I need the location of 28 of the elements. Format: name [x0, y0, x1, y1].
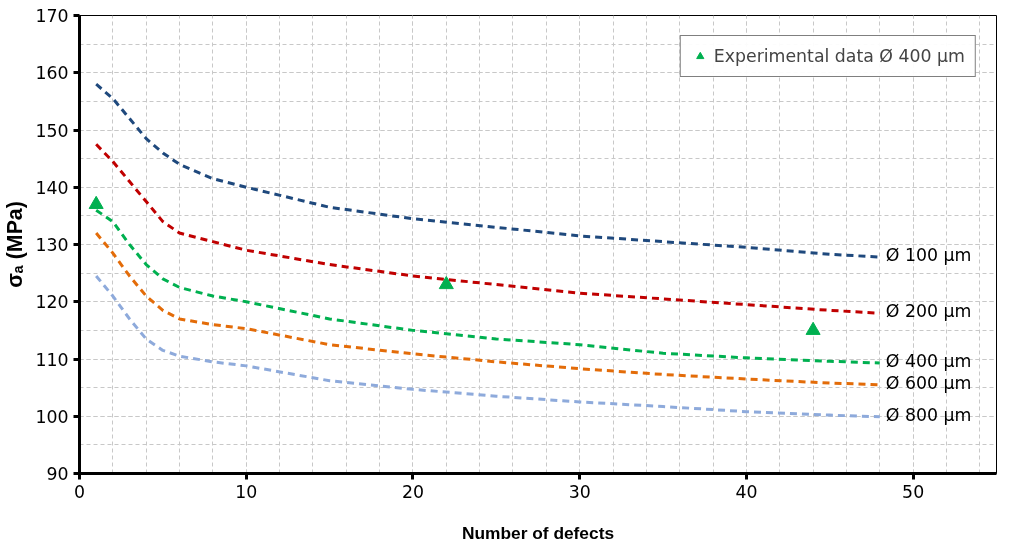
line-series — [94, 142, 882, 315]
y-tick-label: 160 — [35, 63, 69, 84]
y-tick-label: 120 — [35, 292, 69, 313]
x-tick-label: 50 — [902, 481, 925, 502]
point — [438, 275, 454, 290]
y-tick-label: 170 — [35, 6, 69, 26]
x-tick-label: 20 — [401, 481, 424, 502]
x-tick-label: 40 — [735, 481, 758, 502]
series-label: Ø 400 µm — [885, 351, 972, 372]
y-tick-label: 130 — [35, 235, 69, 255]
series-label: Ø 800 µm — [885, 404, 972, 425]
series-label: Ø 600 µm — [885, 372, 972, 393]
y-tick-label: 100 — [35, 406, 69, 427]
y-tick-label: 90 — [46, 464, 69, 484]
y-tick-label: 150 — [35, 120, 69, 141]
x-tick-label: 0 — [73, 481, 86, 502]
x-tick-label: 30 — [568, 481, 591, 502]
legend-label: Experimental data Ø 400 µm — [713, 46, 965, 66]
point — [88, 195, 104, 209]
y-tick-label: 140 — [35, 177, 69, 198]
point — [805, 321, 821, 335]
series-label: Ø 100 µm — [885, 245, 972, 266]
y-axis-title: σₐ (MPa) — [3, 201, 28, 288]
x-axis-title: Number of defects — [461, 522, 615, 543]
y-tick-label: 110 — [35, 349, 69, 370]
x-tick-label: 10 — [235, 481, 258, 502]
series-label: Ø 200 µm — [885, 301, 972, 322]
line-series — [94, 274, 882, 419]
